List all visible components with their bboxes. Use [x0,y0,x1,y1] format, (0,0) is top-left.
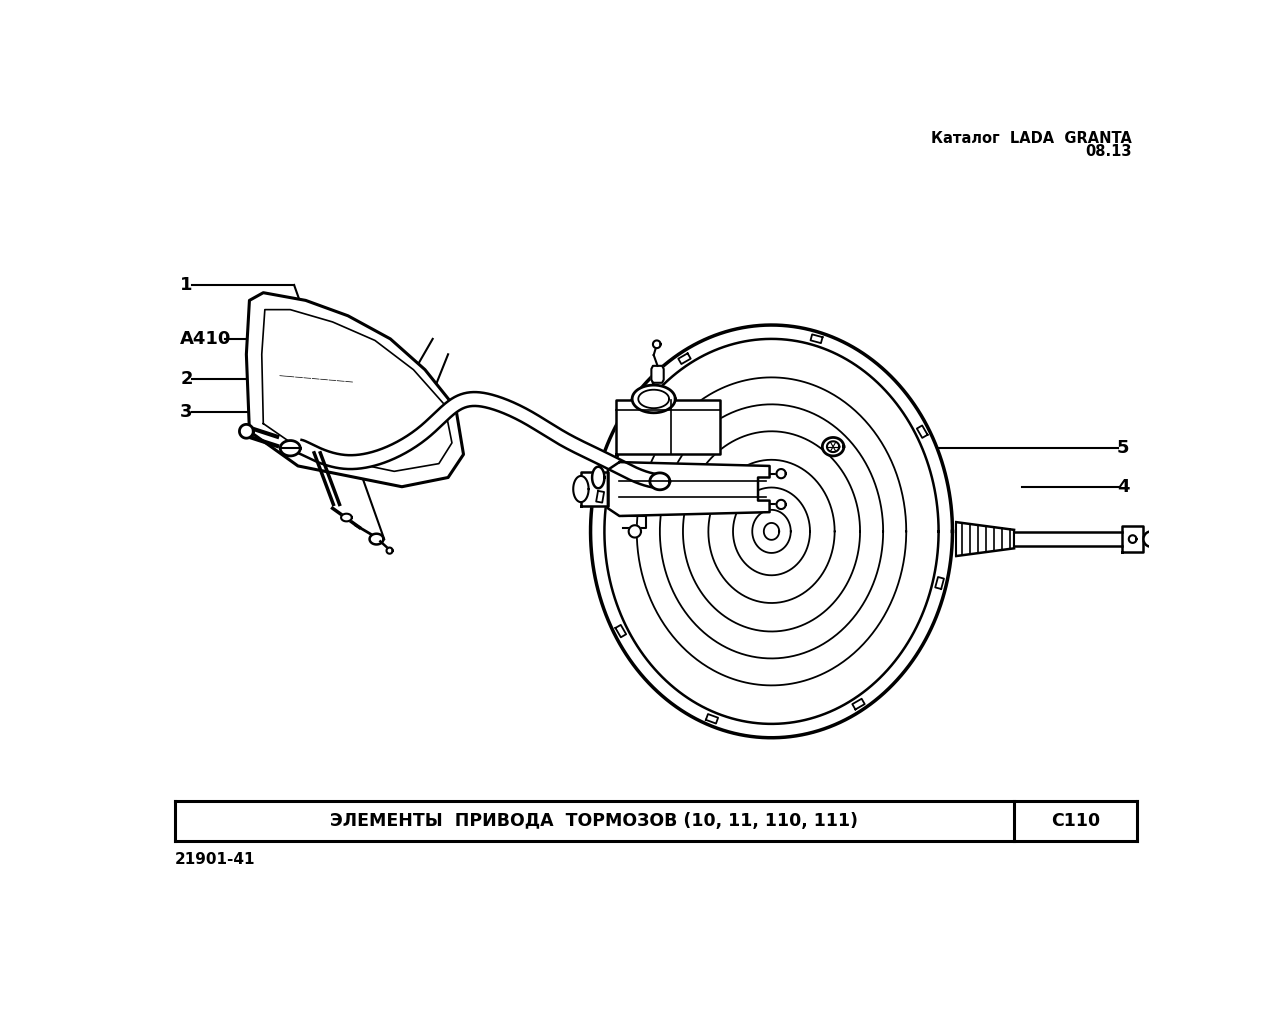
Polygon shape [678,353,691,364]
Polygon shape [239,425,253,438]
Text: А410: А410 [180,330,232,348]
Polygon shape [370,534,384,544]
Polygon shape [596,491,604,502]
Polygon shape [653,340,660,348]
Polygon shape [616,400,719,454]
Polygon shape [246,293,463,487]
Polygon shape [581,472,608,506]
Text: 5: 5 [1117,439,1129,457]
Polygon shape [1121,526,1143,552]
Polygon shape [616,625,626,637]
Polygon shape [1143,531,1158,547]
Polygon shape [387,547,393,553]
Polygon shape [916,426,928,438]
Text: 3: 3 [180,403,192,421]
Polygon shape [810,335,823,343]
Text: Каталог  LADA  GRANTA: Каталог LADA GRANTA [931,131,1132,146]
Text: 2: 2 [180,370,192,388]
Polygon shape [593,467,604,488]
Polygon shape [1014,532,1121,546]
Polygon shape [852,698,865,710]
Text: 4: 4 [1117,478,1129,496]
Polygon shape [705,714,718,724]
Polygon shape [590,325,952,738]
Text: —————————: ————————— [279,372,355,387]
Text: 1: 1 [180,276,192,294]
Polygon shape [777,469,786,478]
Text: 21901-41: 21901-41 [175,853,255,868]
Polygon shape [573,476,589,502]
Polygon shape [280,440,301,456]
Polygon shape [632,385,676,412]
Polygon shape [652,366,664,383]
Polygon shape [340,514,352,522]
Polygon shape [650,473,669,490]
Polygon shape [608,463,769,516]
Polygon shape [936,577,943,589]
Text: ЭЛЕМЕНТЫ  ПРИВОДА  ТОРМОЗОВ (10, 11, 110, 111): ЭЛЕМЕНТЫ ПРИВОДА ТОРМОЗОВ (10, 11, 110, … [330,812,859,830]
Text: С110: С110 [1051,812,1101,830]
Polygon shape [628,525,641,537]
Polygon shape [300,392,660,488]
Text: 08.13: 08.13 [1085,144,1132,159]
Polygon shape [1129,535,1137,543]
Polygon shape [822,437,844,456]
Polygon shape [777,500,786,509]
